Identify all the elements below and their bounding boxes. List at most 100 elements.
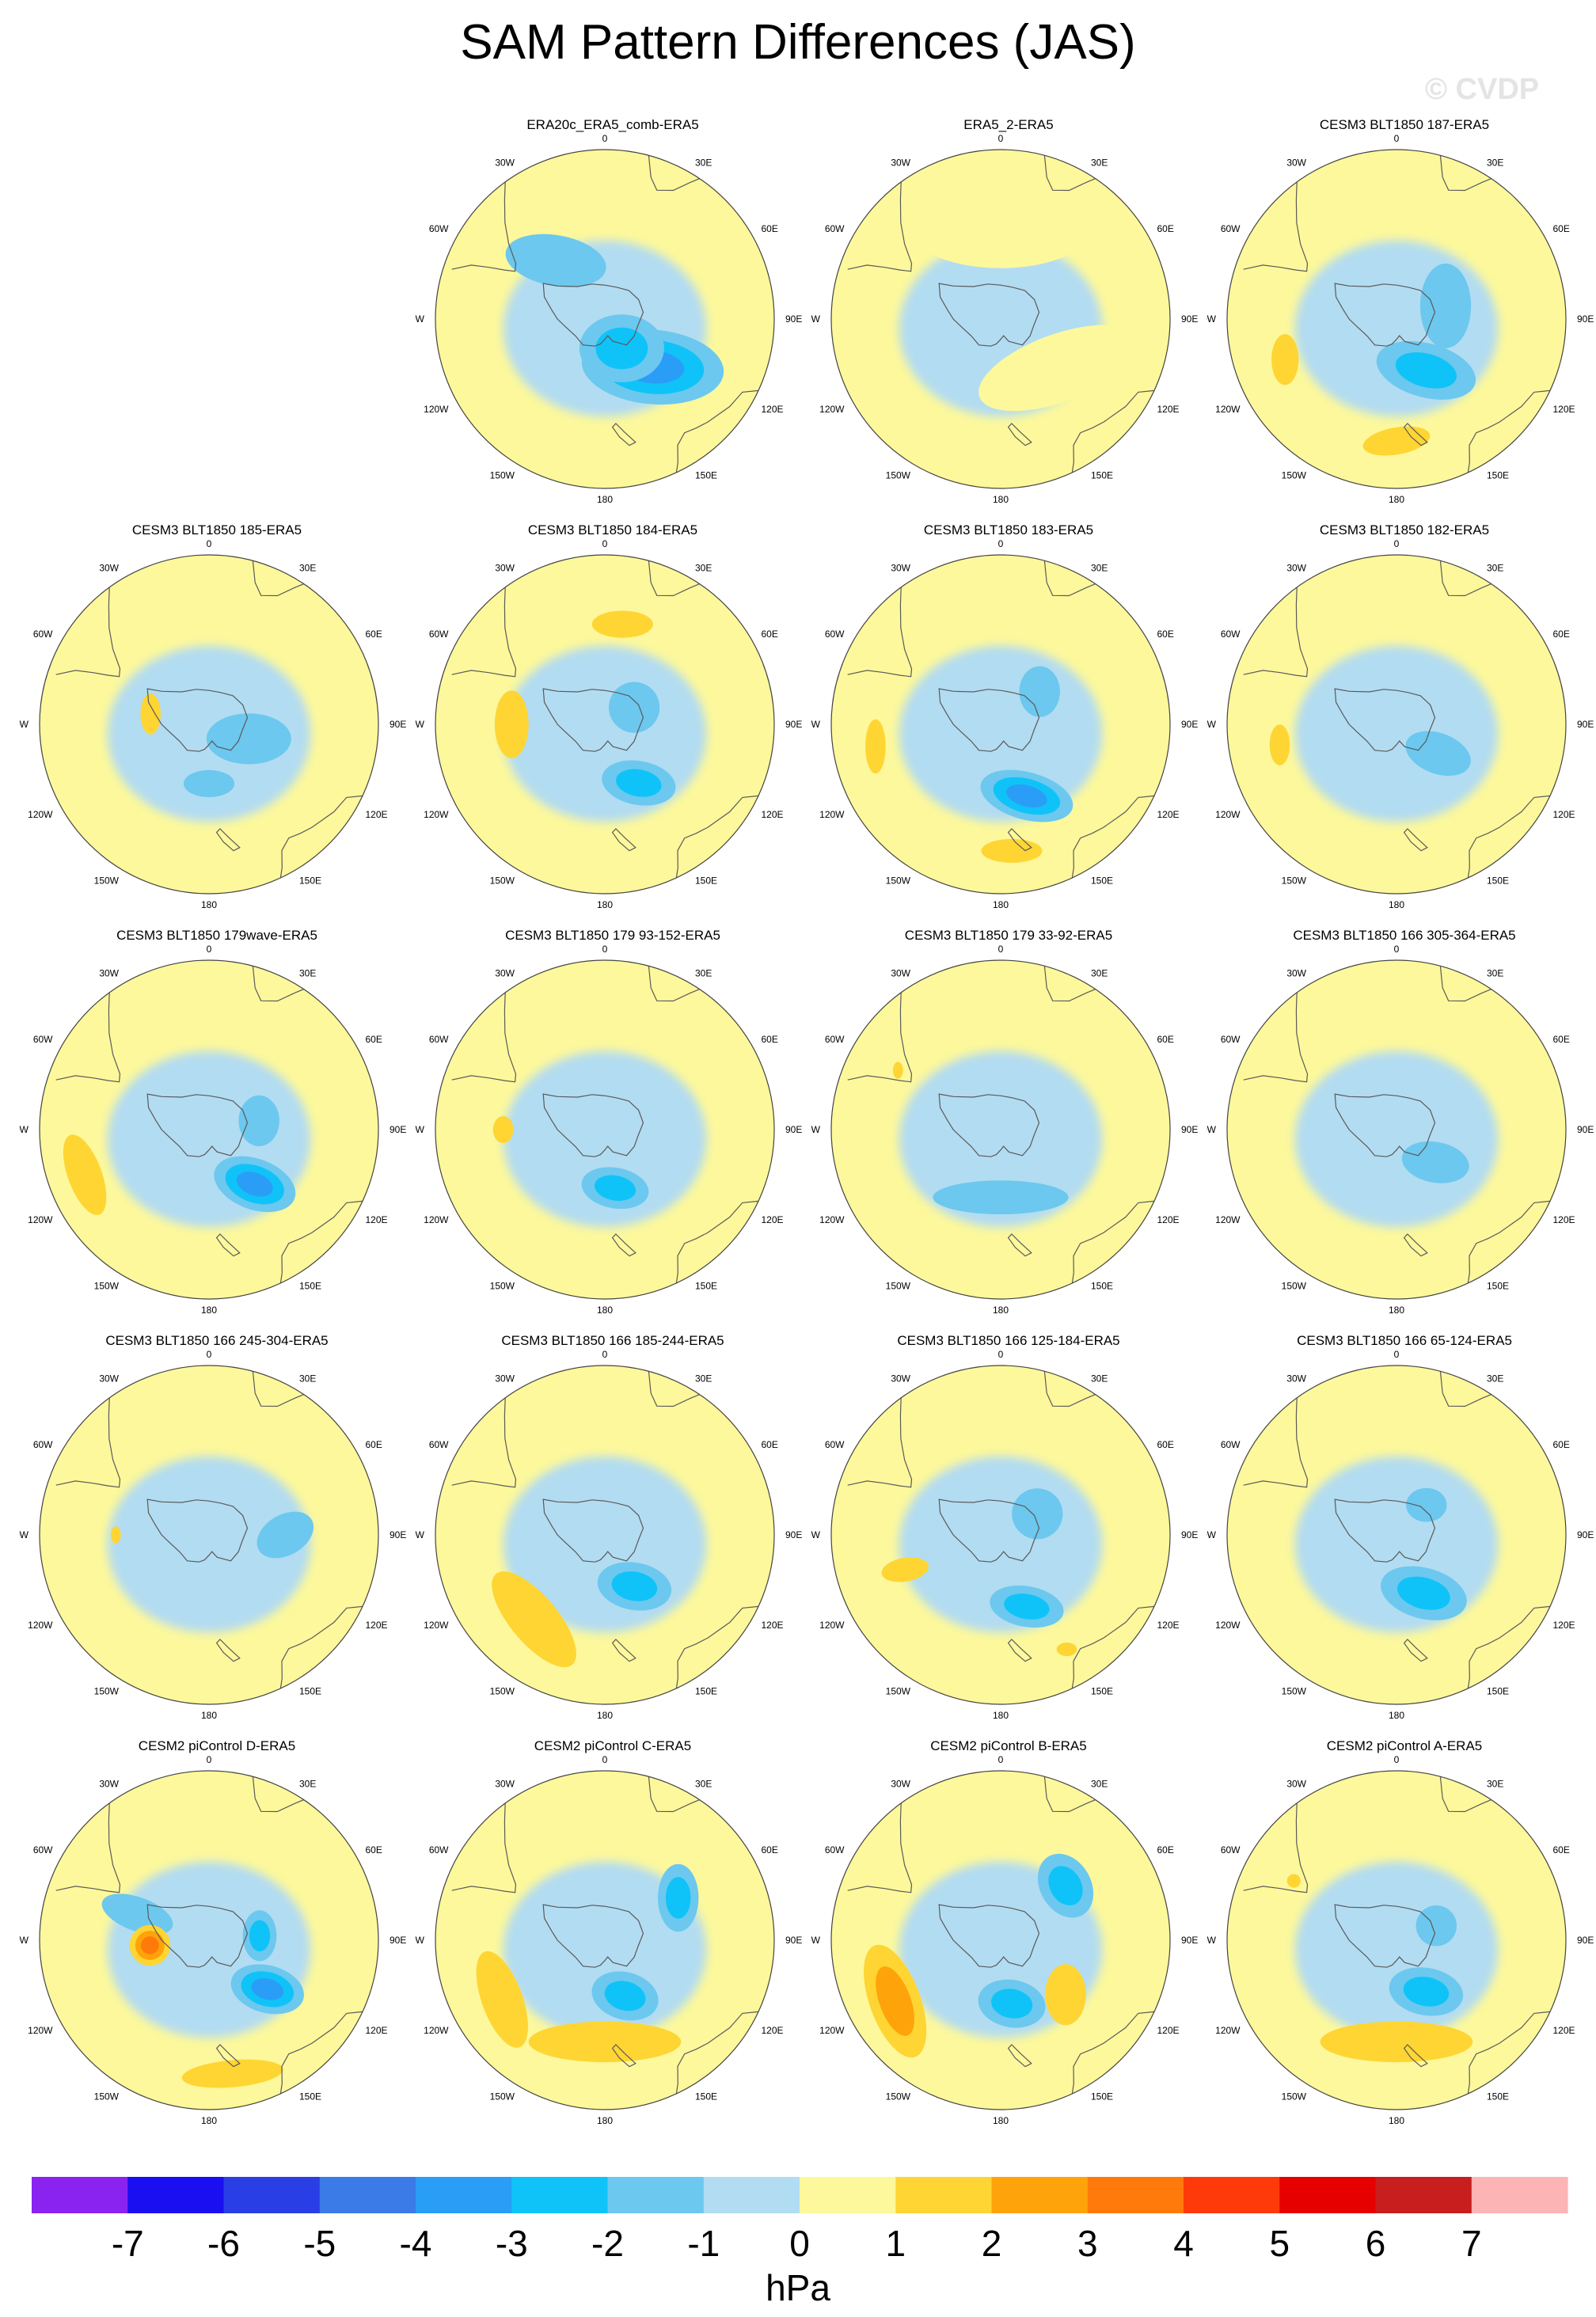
colorbar-swatch xyxy=(1087,2177,1184,2213)
australia-outline xyxy=(1467,795,1550,878)
longitude-label: 120W xyxy=(1215,2025,1241,2036)
longitude-label: 120E xyxy=(762,2025,784,2036)
longitude-label: 180 xyxy=(1389,899,1404,910)
anomaly-contour xyxy=(907,183,1094,268)
longitude-label: 60W xyxy=(33,629,53,640)
longitude-label: 90E xyxy=(1577,719,1594,730)
anomaly-contour xyxy=(892,1062,903,1079)
longitude-label: 120E xyxy=(1157,404,1180,415)
longitude-label: 60E xyxy=(1157,629,1174,640)
anomaly-contour xyxy=(236,1172,273,1197)
longitude-label: 30W xyxy=(495,1779,515,1790)
africa-outline xyxy=(252,1776,304,1813)
australia-outline xyxy=(1071,1200,1154,1283)
longitude-label: 30W xyxy=(891,1779,910,1790)
polar-map: 0 30E 60E 90E 120E 150E 180 150W 120W 90W 60W 30W xyxy=(811,538,1198,910)
anomaly-contour xyxy=(494,690,529,758)
australia-outline xyxy=(1071,1605,1154,1688)
colorbar-units: hPa xyxy=(766,2267,830,2308)
colorbar-swatch xyxy=(991,2177,1089,2213)
longitude-label: 60W xyxy=(429,629,449,640)
anomaly-contour xyxy=(978,325,1140,412)
colorbar-tick-label: -5 xyxy=(303,2223,336,2264)
longitude-label: 30E xyxy=(1091,1373,1108,1385)
anomaly-contour xyxy=(238,1095,279,1146)
colorbar-tick-label: -6 xyxy=(207,2223,240,2264)
australia-outline xyxy=(675,389,758,473)
panel-title: ERA5_2-ERA5 xyxy=(963,117,1054,132)
polar-map: 0 30E 60E 90E 120E 150E 180 150W 120W 90W 60W 30W xyxy=(1206,538,1594,910)
panel-title: CESM3 BLT1850 179 93-152-ERA5 xyxy=(505,928,720,943)
south-america-outline xyxy=(55,1397,121,1488)
longitude-label: 90W xyxy=(1206,1124,1217,1135)
colorbar-swatch xyxy=(607,2177,705,2213)
longitude-label: 30W xyxy=(495,968,515,979)
anomaly-contour xyxy=(876,1966,914,2036)
map-panel: CESM3 BLT1850 183-ERA5 0 30E 60E 90E 120E 150E… xyxy=(811,522,1206,926)
longitude-label: 60E xyxy=(1553,1844,1570,1855)
field-negative-belt xyxy=(107,1456,311,1633)
longitude-label: 180 xyxy=(201,1710,217,1721)
longitude-label: 90E xyxy=(1181,1529,1198,1540)
anomaly-contour xyxy=(933,1180,1069,1214)
longitude-label: 120W xyxy=(1215,1214,1241,1225)
longitude-label: 180 xyxy=(597,494,613,505)
longitude-label: 120E xyxy=(1157,809,1180,820)
longitude-label: 60W xyxy=(825,1439,845,1450)
anomaly-contour xyxy=(1019,666,1060,717)
longitude-label: 0 xyxy=(1394,1754,1400,1765)
longitude-label: 30E xyxy=(1487,158,1503,169)
longitude-label: 90W xyxy=(1206,313,1217,325)
colorbar-tick-label: 0 xyxy=(789,2223,810,2264)
longitude-label: 30E xyxy=(299,968,316,979)
longitude-label: 90W xyxy=(1206,719,1217,730)
longitude-label: 30W xyxy=(1286,968,1306,979)
map-panel: ERA20c_ERA5_comb-ERA5 0 30E 60E 90E 120E 150E 1… xyxy=(415,117,811,521)
longitude-label: 0 xyxy=(998,538,1004,549)
longitude-label: 180 xyxy=(201,1305,217,1316)
longitude-label: 90W xyxy=(415,719,425,730)
longitude-label: 30E xyxy=(1091,563,1108,574)
polar-map: 0 30E 60E 90E 120E 150E 180 150W 120W 90W 60W 30W xyxy=(415,1349,802,1721)
map-frame xyxy=(435,959,775,1300)
south-america-outline xyxy=(847,992,913,1083)
anomaly-contour xyxy=(140,693,161,735)
longitude-label: 30W xyxy=(891,968,910,979)
anomaly-contour xyxy=(249,1920,271,1952)
new-zealand-outline xyxy=(1007,828,1032,852)
longitude-label: 120E xyxy=(1157,1620,1180,1631)
panel-title: CESM3 BLT1850 182-ERA5 xyxy=(1319,522,1490,537)
longitude-label: 90E xyxy=(785,1124,802,1135)
anomaly-contour xyxy=(1406,1487,1447,1522)
antarctica-outline xyxy=(1334,1498,1436,1563)
polar-map: 0 30E 60E 90E 120E 150E 180 150W 120W 90W 60W 30W xyxy=(1206,1349,1594,1721)
colorbar-swatch xyxy=(32,2177,128,2213)
longitude-label: 0 xyxy=(207,944,212,955)
anomaly-contour xyxy=(63,1134,107,1215)
longitude-label: 150W xyxy=(490,876,515,887)
longitude-label: 90W xyxy=(1206,1935,1217,1946)
panel-title: CESM3 BLT1850 183-ERA5 xyxy=(923,522,1094,537)
map-panel: CESM3 BLT1850 182-ERA5 0 30E 60E 90E 120E 150E… xyxy=(1206,522,1596,926)
longitude-label: 90E xyxy=(390,1529,406,1540)
colorbar-tick-label: 5 xyxy=(1270,2223,1290,2264)
polar-map: 0 30E 60E 90E 120E 150E 180 150W 120W 90W 60W 30W xyxy=(19,944,406,1316)
longitude-label: 180 xyxy=(993,2115,1009,2126)
longitude-label: 60W xyxy=(33,1034,53,1045)
polar-map: 0 30E 60E 90E 120E 150E 180 150W 120W 90W 60W 30W xyxy=(19,1754,406,2126)
longitude-label: 30E xyxy=(1487,968,1503,979)
south-america-outline xyxy=(1243,992,1309,1083)
longitude-label: 30W xyxy=(495,563,515,574)
field-negative-belt xyxy=(1294,1050,1499,1228)
anomaly-contour xyxy=(1048,1866,1083,1906)
longitude-label: 90E xyxy=(1577,1124,1594,1135)
longitude-label: 120W xyxy=(424,1214,449,1225)
polar-map: 0 30E 60E 90E 120E 150E 180 150W 120W 90W 60W 30W xyxy=(811,944,1198,1316)
anomaly-contour xyxy=(256,1511,314,1559)
australia-outline xyxy=(1467,389,1550,473)
map-frame xyxy=(830,1770,1171,2110)
longitude-label: 120E xyxy=(366,2025,388,2036)
longitude-label: 90W xyxy=(811,1529,821,1540)
anomaly-contour xyxy=(1271,334,1299,386)
longitude-label: 0 xyxy=(1394,1349,1400,1360)
